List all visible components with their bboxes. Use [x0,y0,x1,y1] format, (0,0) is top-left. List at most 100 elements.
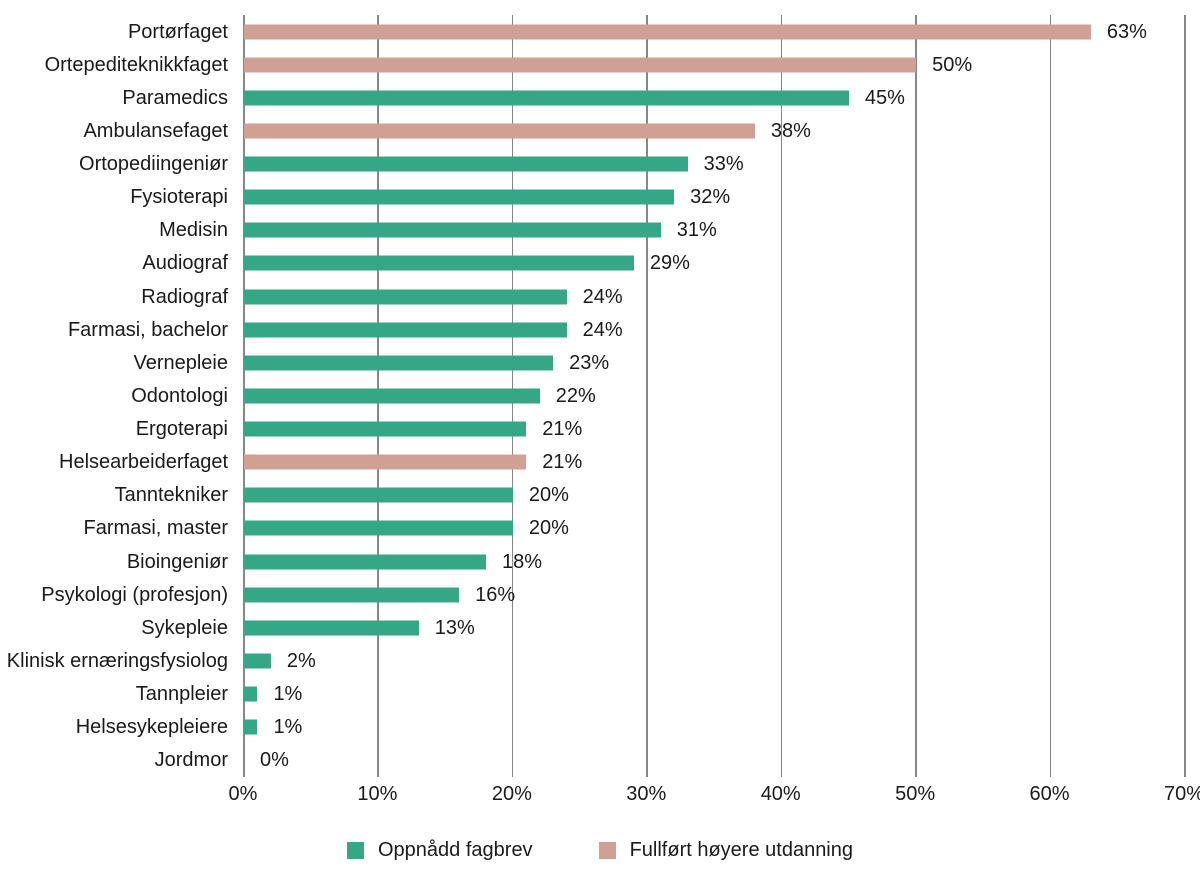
category-label: Sykepleie [141,616,228,639]
gridline [780,15,783,777]
legend: Oppnådd fagbrev Fullført høyere utdannin… [0,836,1200,864]
bar-row: Audiograf 29% [0,247,1200,280]
bar [244,222,661,238]
category-label: Farmasi, bachelor [67,318,228,341]
legend-item-fagbrev: Oppnådd fagbrev [347,840,533,860]
x-tick-label: 20% [491,783,532,805]
legend-item-hoyere: Fullført høyere utdanning [598,840,853,860]
category-label: Farmasi, master [83,517,228,540]
bar-row: Odontologi 22% [0,379,1200,412]
value-label: 0% [260,749,289,772]
bar [244,189,675,205]
category-label: Tannpleier [135,683,228,706]
value-label: 1% [273,716,303,739]
category-label: Fysioterapi [130,186,228,209]
bar-track: 1% [243,711,1200,744]
x-tick-label: 50% [895,783,936,805]
bar-track: 50% [243,48,1200,81]
bar [244,587,460,603]
bar [244,24,1091,40]
value-label: 32% [690,186,731,209]
bar-row: Portørfaget 63% [0,15,1200,48]
bar-row: Farmasi, master 20% [0,512,1200,545]
category-label: Odontologi [131,384,228,407]
bar-track: 24% [243,280,1200,313]
bar [244,487,513,503]
bar [244,255,634,271]
legend-swatch-green-icon [347,841,364,859]
bar-track: 31% [243,214,1200,247]
value-label: 23% [569,351,610,374]
bar-track: 20% [243,479,1200,512]
x-tick-label: 40% [760,783,801,805]
value-label: 50% [932,53,973,76]
bar-row: Bioingeniør 18% [0,545,1200,578]
value-label: 22% [555,384,596,407]
value-label: 24% [582,285,623,308]
bar [244,719,258,735]
bar-track: 38% [243,114,1200,147]
category-label: Paramedics [122,86,228,109]
bar-track: 32% [243,181,1200,214]
category-label: Helsesykepleiere [75,716,228,739]
bar [244,156,688,172]
bar-track: 63% [243,15,1200,48]
category-label: Ortepediteknikkfaget [44,53,228,76]
bar-row: Tannpleier 1% [0,678,1200,711]
value-label: 18% [501,550,542,573]
bar-track: 18% [243,545,1200,578]
bar [244,322,567,338]
value-label: 20% [528,517,569,540]
value-label: 21% [542,418,583,441]
bar-row: Helsesykepleiere 1% [0,711,1200,744]
value-label: 16% [475,583,516,606]
value-label: 45% [864,86,905,109]
category-label: Audiograf [142,252,228,275]
bar [244,90,849,106]
gridline [1184,15,1186,777]
value-label: 20% [528,484,569,507]
category-label: Ortopediingeniør [79,153,228,176]
bar-track: 24% [243,313,1200,346]
bar-track: 2% [243,644,1200,677]
bar [244,520,513,536]
bar-row: Ergoterapi 21% [0,413,1200,446]
bar-track: 22% [243,379,1200,412]
x-tick-label: 10% [357,783,398,805]
y-axis-line [243,15,245,777]
bar-track: 0% [243,744,1200,777]
category-label: Ergoterapi [135,418,228,441]
bar-track: 23% [243,346,1200,379]
chart-rows: Portørfaget 63% Ortepediteknikkfaget 50% Par… [0,15,1200,777]
bar [244,123,755,139]
bar-row: Jordmor 0% [0,744,1200,777]
category-label: Psykologi (profesjon) [41,583,228,606]
category-label: Jordmor [154,749,228,772]
x-tick-label: 30% [626,783,667,805]
category-label: Bioingeniør [126,550,228,573]
bar [244,554,486,570]
gridline [915,15,917,777]
bar [244,686,258,702]
bar-row: Vernepleie 23% [0,346,1200,379]
x-axis: 0% 10% 20% 30% 40% 50% 60% 70% [229,777,1200,807]
value-label: 24% [582,318,623,341]
bar [244,421,527,437]
value-label: 63% [1106,20,1147,43]
category-label: Helsearbeiderfaget [59,451,228,474]
bar-row: Helsearbeiderfaget 21% [0,446,1200,479]
value-label: 38% [770,119,811,142]
bar [244,57,917,73]
category-label: Medisin [159,219,228,242]
bar-track: 16% [243,578,1200,611]
bar-row: Ortepediteknikkfaget 50% [0,48,1200,81]
bar-row: Farmasi, bachelor 24% [0,313,1200,346]
bar [244,620,419,636]
value-label: 1% [273,683,303,706]
value-label: 21% [542,451,583,474]
category-label: Portørfaget [127,20,228,43]
bar-track: 21% [243,446,1200,479]
gridline [646,15,648,777]
bar-row: Klinisk ernæringsfysiolog 2% [0,644,1200,677]
